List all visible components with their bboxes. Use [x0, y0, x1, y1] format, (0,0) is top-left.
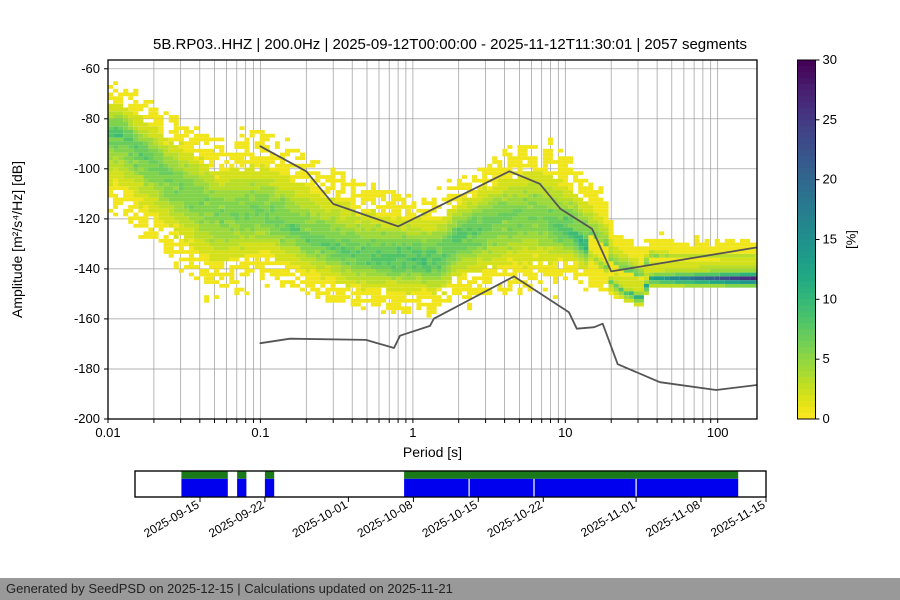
svg-text:[%]: [%]: [844, 230, 859, 249]
svg-text:-160: -160: [74, 311, 100, 326]
svg-text:0.01: 0.01: [95, 425, 120, 440]
svg-text:-200: -200: [74, 411, 100, 426]
svg-text:2025-10-22: 2025-10-22: [485, 497, 545, 540]
svg-text:Period [s]: Period [s]: [403, 444, 462, 460]
svg-text:2025-11-01: 2025-11-01: [578, 497, 638, 540]
svg-text:2025-10-15: 2025-10-15: [420, 497, 480, 540]
svg-text:0.1: 0.1: [251, 425, 269, 440]
svg-text:-80: -80: [81, 111, 100, 126]
svg-text:10: 10: [823, 291, 837, 306]
svg-text:2025-10-01: 2025-10-01: [290, 497, 350, 540]
svg-text:25: 25: [823, 112, 837, 127]
svg-text:20: 20: [823, 172, 837, 187]
svg-text:15: 15: [823, 232, 837, 247]
svg-text:-100: -100: [74, 161, 100, 176]
svg-text:-180: -180: [74, 361, 100, 376]
svg-text:100: 100: [707, 425, 729, 440]
svg-text:-120: -120: [74, 211, 100, 226]
svg-text:30: 30: [823, 52, 837, 67]
svg-text:2025-10-08: 2025-10-08: [355, 497, 415, 540]
svg-text:-140: -140: [74, 261, 100, 276]
svg-text:5: 5: [823, 351, 830, 366]
svg-text:1: 1: [409, 425, 416, 440]
svg-text:2025-09-15: 2025-09-15: [141, 497, 201, 540]
svg-text:2025-09-22: 2025-09-22: [206, 497, 266, 540]
svg-text:2025-11-15: 2025-11-15: [708, 497, 768, 540]
svg-text:-60: -60: [81, 61, 100, 76]
svg-text:Amplitude [m²/s⁴/Hz] [dB]: Amplitude [m²/s⁴/Hz] [dB]: [9, 161, 25, 318]
svg-text:0: 0: [823, 411, 830, 426]
svg-text:2025-11-08: 2025-11-08: [643, 497, 703, 540]
svg-text:10: 10: [558, 425, 572, 440]
